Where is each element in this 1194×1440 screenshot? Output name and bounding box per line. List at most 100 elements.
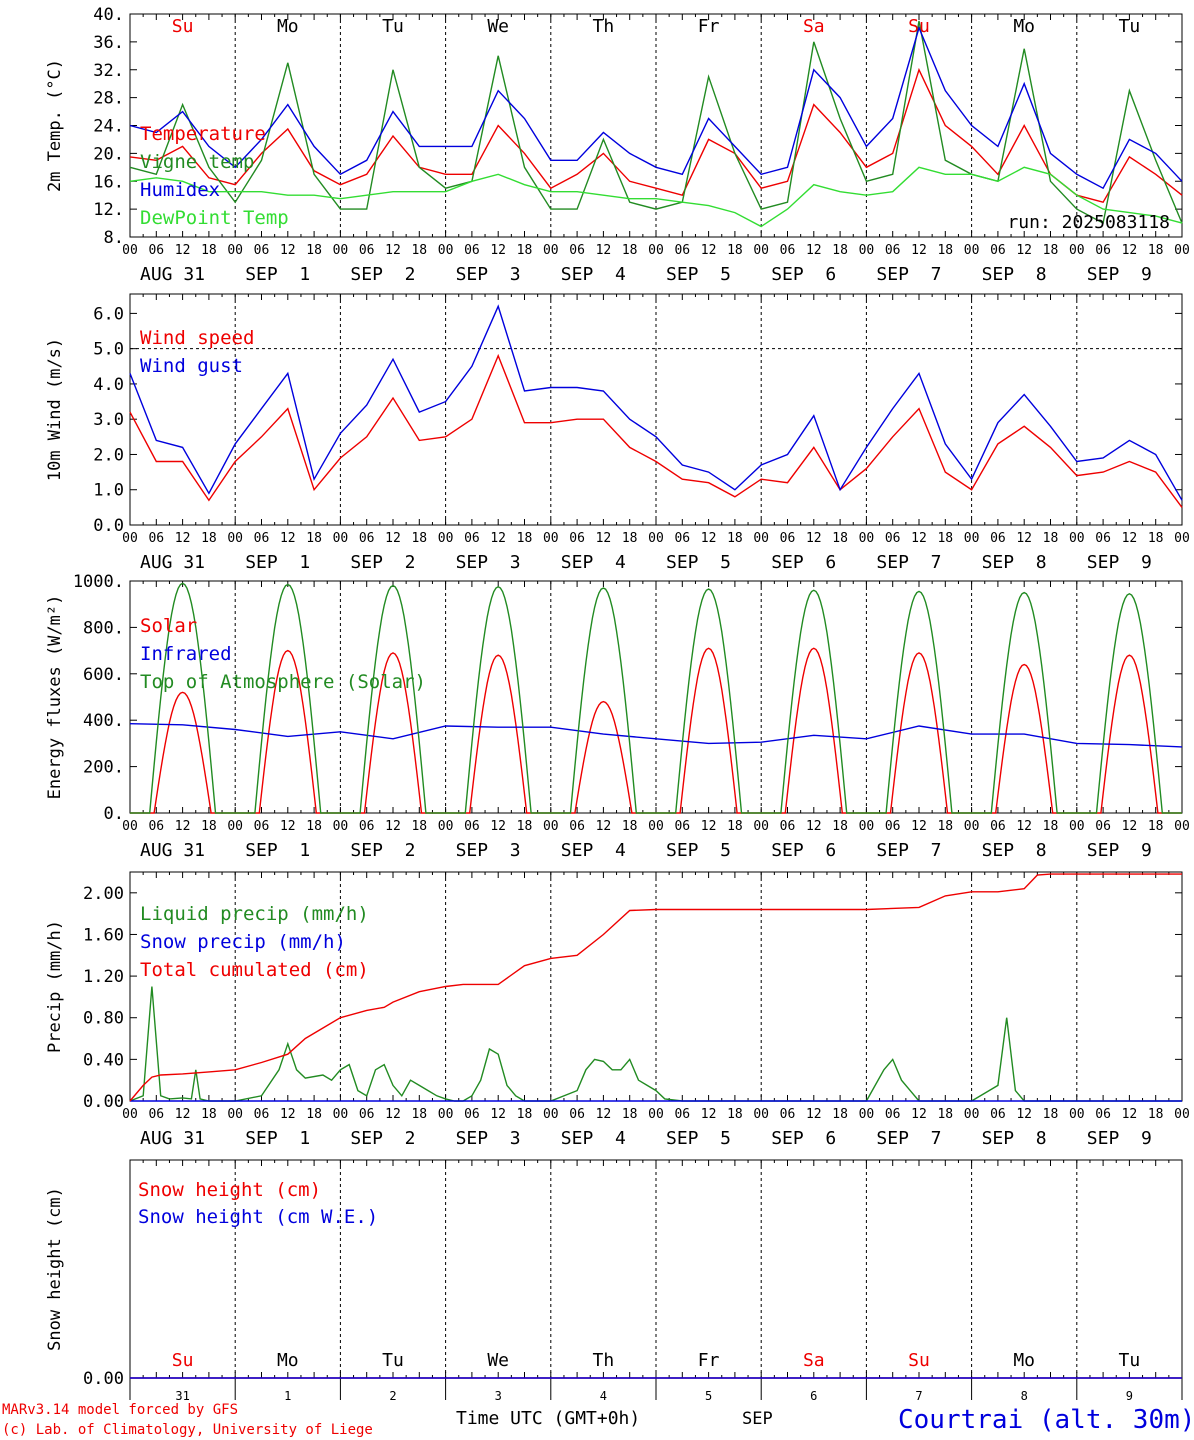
day-label: AUG 31 bbox=[140, 840, 205, 861]
hour-label: 12 bbox=[701, 243, 717, 258]
hour-label: 18 bbox=[937, 1107, 953, 1122]
y-tick-label: 400. bbox=[83, 711, 124, 731]
series-line-temp-2 bbox=[129, 25, 1183, 190]
day-label: SEP 6 bbox=[771, 1128, 836, 1149]
hour-label: 06 bbox=[464, 819, 480, 834]
weekday-label: Mo bbox=[1013, 1350, 1035, 1371]
day-label: SEP 4 bbox=[561, 552, 626, 573]
hour-label: 06 bbox=[990, 243, 1006, 258]
y-tick-label: 40. bbox=[93, 5, 124, 25]
day-label: SEP 2 bbox=[350, 840, 415, 861]
hour-label: 18 bbox=[622, 819, 638, 834]
hour-label: 12 bbox=[806, 1107, 822, 1122]
day-label: SEP 4 bbox=[561, 840, 626, 861]
hour-label: 18 bbox=[727, 1107, 743, 1122]
hour-label: 06 bbox=[990, 819, 1006, 834]
hour-label: 00 bbox=[333, 531, 349, 546]
hour-label: 18 bbox=[1148, 243, 1164, 258]
hour-label: 18 bbox=[622, 531, 638, 546]
hour-label: 00 bbox=[438, 243, 454, 258]
hour-label: 00 bbox=[964, 819, 980, 834]
time-axis-label: Time UTC (GMT+0h) bbox=[456, 1408, 640, 1429]
weekday-label: Fr bbox=[698, 16, 720, 37]
hour-label: 06 bbox=[254, 531, 270, 546]
hour-label: 18 bbox=[201, 243, 217, 258]
hour-label: 12 bbox=[911, 243, 927, 258]
y-axis-title-snow: Snow height (cm) bbox=[45, 1187, 65, 1351]
day-label: SEP 9 bbox=[1087, 552, 1152, 573]
day-label: SEP 3 bbox=[456, 552, 521, 573]
weekday-label: We bbox=[487, 1350, 509, 1371]
hour-label: 00 bbox=[333, 243, 349, 258]
hour-label: 12 bbox=[701, 1107, 717, 1122]
y-tick-label: 4.0 bbox=[93, 375, 124, 395]
legend-label-energy-1: Infrared bbox=[140, 643, 232, 665]
hour-label: 12 bbox=[490, 819, 506, 834]
hour-label: 06 bbox=[569, 243, 585, 258]
hour-label: 18 bbox=[411, 531, 427, 546]
hour-label: 06 bbox=[359, 1107, 375, 1122]
hour-label: 18 bbox=[622, 243, 638, 258]
day-label: SEP 6 bbox=[771, 264, 836, 285]
hour-label: 06 bbox=[674, 243, 690, 258]
hour-label: 12 bbox=[1122, 243, 1138, 258]
model-credit: MARv3.14 model forced by GFS bbox=[2, 1402, 238, 1418]
hour-label: 00 bbox=[964, 243, 980, 258]
hour-label: 00 bbox=[1174, 243, 1190, 258]
hour-label: 18 bbox=[201, 1107, 217, 1122]
hour-label: 06 bbox=[780, 1107, 796, 1122]
hour-label: 18 bbox=[411, 243, 427, 258]
weekday-label: Mo bbox=[277, 16, 299, 37]
day-number: 5 bbox=[705, 1389, 712, 1403]
day-number: 9 bbox=[1126, 1389, 1133, 1403]
hour-label: 06 bbox=[254, 1107, 270, 1122]
hour-label: 12 bbox=[280, 1107, 296, 1122]
hour-label: 18 bbox=[937, 531, 953, 546]
y-tick-label: 1.60 bbox=[83, 925, 124, 945]
hour-label: 12 bbox=[701, 819, 717, 834]
hour-label: 18 bbox=[832, 531, 848, 546]
weekday-label: Th bbox=[593, 16, 615, 37]
hour-label: 00 bbox=[122, 1107, 138, 1122]
hour-label: 06 bbox=[148, 531, 164, 546]
hour-label: 00 bbox=[964, 531, 980, 546]
hour-label: 18 bbox=[937, 243, 953, 258]
hour-label: 12 bbox=[385, 819, 401, 834]
hour-label: 12 bbox=[596, 819, 612, 834]
hour-label: 06 bbox=[254, 819, 270, 834]
hour-label: 12 bbox=[1122, 819, 1138, 834]
weekday-label: Su bbox=[908, 16, 930, 37]
hour-label: 18 bbox=[306, 1107, 322, 1122]
hour-label: 18 bbox=[832, 1107, 848, 1122]
y-tick-label: 20. bbox=[93, 144, 124, 164]
hour-label: 12 bbox=[280, 819, 296, 834]
y-tick-label: 0.40 bbox=[83, 1050, 124, 1070]
hour-label: 12 bbox=[596, 243, 612, 258]
run-label: run: 2025083118 bbox=[1007, 212, 1170, 233]
hour-label: 18 bbox=[201, 531, 217, 546]
hour-label: 06 bbox=[674, 531, 690, 546]
y-tick-label: 36. bbox=[93, 33, 124, 53]
day-label: SEP 7 bbox=[876, 840, 941, 861]
weekday-label: Fr bbox=[698, 1350, 720, 1371]
hour-label: 12 bbox=[175, 243, 191, 258]
hour-label: 06 bbox=[674, 1107, 690, 1122]
hour-label: 12 bbox=[911, 1107, 927, 1122]
day-label: SEP 1 bbox=[245, 840, 310, 861]
hour-label: 12 bbox=[911, 531, 927, 546]
hour-label: 00 bbox=[648, 1107, 664, 1122]
hour-label: 12 bbox=[806, 243, 822, 258]
hour-label: 00 bbox=[1174, 1107, 1190, 1122]
hour-label: 12 bbox=[490, 243, 506, 258]
series-line-energy-1 bbox=[129, 723, 1183, 748]
hour-label: 18 bbox=[1043, 1107, 1059, 1122]
hour-label: 12 bbox=[1122, 531, 1138, 546]
hour-label: 00 bbox=[227, 1107, 243, 1122]
y-axis-title-temp: 2m Temp. (°C) bbox=[45, 59, 65, 192]
hour-label: 06 bbox=[780, 243, 796, 258]
y-axis-title-energy: Energy fluxes (W/m²) bbox=[45, 595, 65, 800]
hour-label: 06 bbox=[569, 1107, 585, 1122]
hour-label: 00 bbox=[227, 819, 243, 834]
legend-label-wind-1: Wind gust bbox=[140, 355, 243, 377]
